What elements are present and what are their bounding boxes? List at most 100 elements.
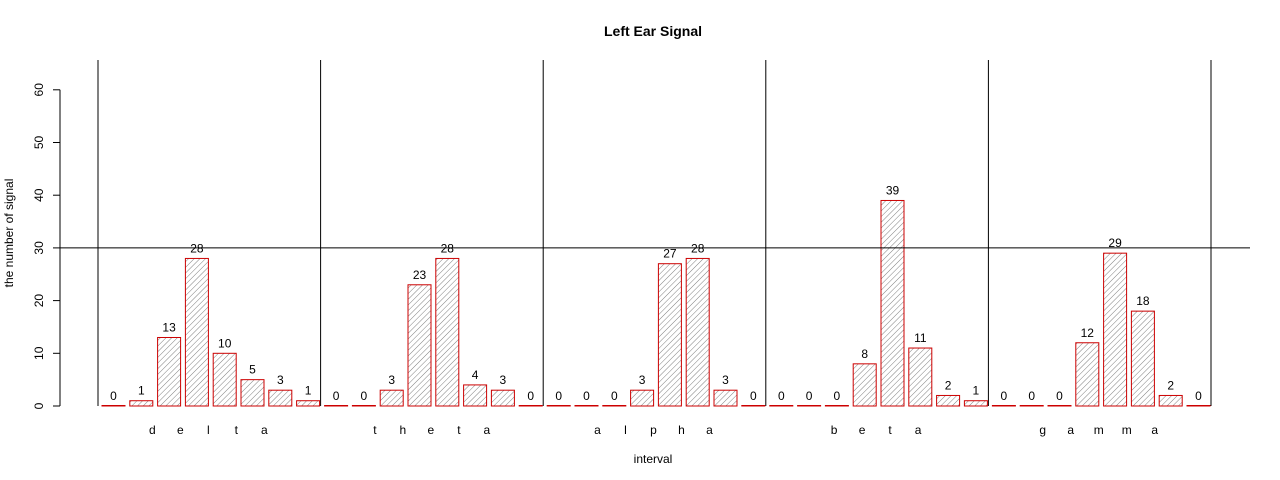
bar-value-label: 0: [527, 389, 534, 403]
group-letter: a: [261, 423, 268, 437]
y-tick-label: 0: [32, 402, 46, 409]
group-letter: l: [207, 423, 210, 437]
bar-value-label: 0: [834, 389, 841, 403]
bar: [129, 400, 154, 407]
group-letter: a: [1067, 423, 1074, 437]
group-letter: a: [706, 423, 713, 437]
y-tick-label: 20: [32, 294, 46, 308]
bar: [463, 384, 488, 407]
bar: [101, 405, 126, 407]
bar: [1186, 405, 1211, 407]
bar-value-label: 0: [333, 389, 340, 403]
bar: [797, 405, 822, 407]
bar-value-label: 27: [663, 247, 677, 261]
bar-value-label: 0: [110, 389, 117, 403]
bar: [1158, 394, 1183, 407]
bar: [212, 352, 237, 407]
bar-value-label: 3: [277, 373, 284, 387]
group-letter: a: [594, 423, 601, 437]
bar: [630, 389, 655, 407]
bar-value-label: 23: [413, 268, 427, 282]
bar-value-label: 0: [611, 389, 618, 403]
group-letter: e: [428, 423, 435, 437]
bar: [713, 389, 738, 407]
bar-value-label: 3: [722, 373, 729, 387]
bar: [963, 400, 988, 407]
bar: [1130, 310, 1155, 407]
bar-value-label: 0: [583, 389, 590, 403]
bar-value-label: 28: [441, 241, 455, 255]
bar: [1075, 342, 1100, 407]
bar-value-label: 4: [472, 368, 479, 382]
group-letter: a: [915, 423, 922, 437]
group-letter: t: [457, 423, 461, 437]
bar: [351, 405, 376, 407]
y-tick-label: 40: [32, 188, 46, 202]
bar: [741, 405, 766, 407]
bar: [379, 389, 404, 407]
group-letter: g: [1039, 423, 1046, 437]
group-letter: t: [888, 423, 892, 437]
bar: [657, 263, 682, 407]
bar-value-label: 1: [973, 384, 980, 398]
bar: [184, 257, 209, 407]
bar-value-label: 8: [861, 347, 868, 361]
bar: [240, 379, 265, 407]
bar-value-label: 2: [945, 378, 952, 392]
bar-value-label: 13: [162, 320, 176, 334]
bar-value-label: 0: [361, 389, 368, 403]
group-letter: h: [400, 423, 407, 437]
bar: [602, 405, 627, 407]
bar-value-label: 28: [190, 241, 204, 255]
y-tick-label: 60: [32, 83, 46, 97]
group-letter: d: [149, 423, 156, 437]
bar-value-label: 11: [914, 331, 927, 345]
bar-value-label: 5: [249, 363, 256, 377]
bar-value-label: 0: [1028, 389, 1035, 403]
group-letter: b: [831, 423, 838, 437]
bar-value-label: 29: [1108, 236, 1122, 250]
bar: [991, 405, 1016, 407]
bar: [852, 363, 877, 407]
y-tick-label: 50: [32, 136, 46, 150]
y-axis: 0 10 20 30 40 50 60: [32, 83, 61, 409]
group-letter: l: [624, 423, 627, 437]
group-letter: e: [177, 423, 184, 437]
chart-title: Left Ear Signal: [604, 23, 702, 39]
bar-value-label: 18: [1136, 294, 1150, 308]
bar: [574, 405, 599, 407]
bar: [324, 405, 349, 407]
bar-value-label: 10: [218, 336, 232, 350]
group-letter: m: [1122, 423, 1132, 437]
bar: [1103, 252, 1128, 407]
bar: [685, 257, 710, 407]
bar-value-label: 28: [691, 241, 705, 255]
bar: [546, 405, 571, 407]
bar: [435, 257, 460, 407]
group-letter: m: [1094, 423, 1104, 437]
y-axis-label: the number of signal: [2, 179, 16, 288]
bar: [490, 389, 515, 407]
y-tick-label: 10: [32, 346, 46, 360]
bar: [936, 394, 961, 407]
bar-value-label: 0: [750, 389, 757, 403]
bar: [268, 389, 293, 407]
group-letter: a: [484, 423, 491, 437]
group-letter: a: [1151, 423, 1158, 437]
group-letter: e: [859, 423, 866, 437]
bar: [1019, 405, 1044, 407]
bar-value-label: 0: [806, 389, 813, 403]
group-letter: p: [650, 423, 657, 437]
bar-value-label: 1: [138, 384, 145, 398]
bar-value-label: 2: [1167, 378, 1174, 392]
bar-value-label: 12: [1081, 326, 1095, 340]
bar: [824, 405, 849, 407]
group-dividers: [97, 60, 1212, 406]
bar-value-label: 0: [1001, 389, 1008, 403]
bar-value-label: 1: [305, 384, 312, 398]
bar: [769, 405, 794, 407]
bar: [157, 336, 182, 407]
